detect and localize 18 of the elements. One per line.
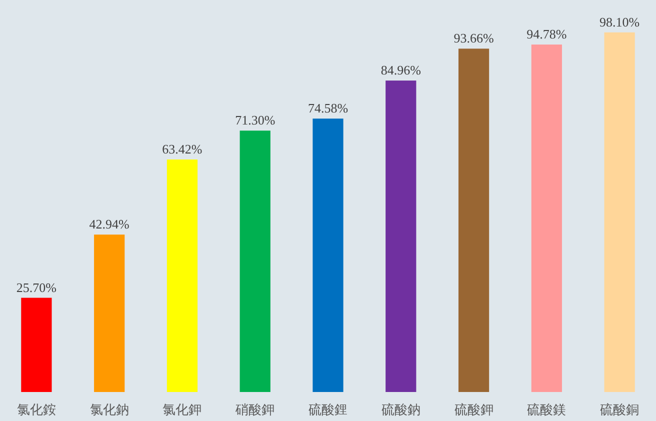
data-label: 98.10%	[600, 14, 640, 30]
x-tick-label: 氯化銨	[16, 403, 56, 418]
x-tick-label: 硫酸鉀	[454, 403, 494, 418]
x-tick-label: 硝酸鉀	[234, 403, 275, 418]
data-label: 71.30%	[235, 112, 276, 128]
x-tick-label: 硫酸鈉	[381, 403, 420, 418]
data-label: 94.78%	[526, 26, 567, 42]
x-tick-label: 氯化鈉	[90, 403, 129, 418]
x-tick-label: 氯化鉀	[162, 403, 202, 418]
data-label: 25.70%	[16, 280, 57, 295]
data-label: 84.96%	[380, 62, 422, 78]
x-tick-label: 硫酸鋰	[308, 403, 348, 418]
data-label: 42.94%	[89, 216, 130, 232]
x-tick-label: 硫酸銅	[600, 403, 640, 418]
data-label: 63.42%	[162, 142, 202, 157]
data-label: 93.66%	[454, 30, 494, 46]
data-label: 74.58%	[308, 100, 348, 116]
x-tick-label: 硫酸鎂	[527, 403, 566, 418]
